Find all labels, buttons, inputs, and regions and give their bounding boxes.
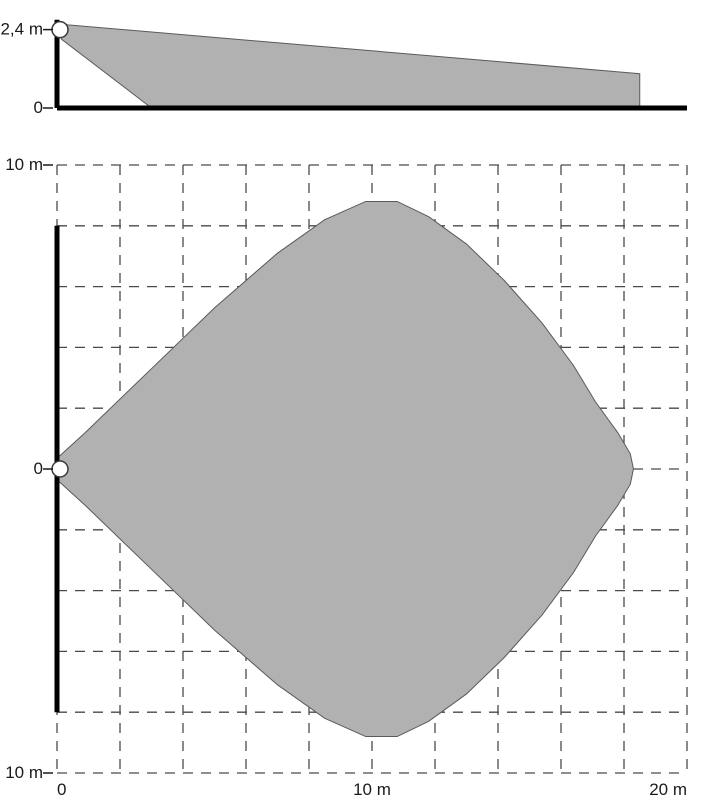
top-ytick-label: 10 m	[5, 155, 43, 174]
top-ytick-label: 10 m	[5, 763, 43, 782]
top-ytick-label: 0	[34, 459, 43, 478]
top-xtick-label: 20 m	[649, 780, 687, 799]
top-xtick-label: 10 m	[353, 780, 391, 799]
top-coverage	[57, 201, 633, 736]
side-ytick-label: 0	[34, 98, 43, 117]
top-sensor-icon	[52, 461, 68, 477]
side-view: 2,4 m 0	[0, 20, 687, 117]
side-beam	[57, 25, 640, 108]
side-ytick-label: 2,4 m	[0, 20, 43, 39]
top-view: 10 m 0 10 m 0 10 m 20 m	[5, 155, 687, 799]
side-sensor-icon	[52, 22, 68, 38]
coverage-diagram: 2,4 m 0 10 m 0 10 m 0 10 m 20 m	[0, 0, 701, 800]
top-xtick-label: 0	[57, 780, 66, 799]
